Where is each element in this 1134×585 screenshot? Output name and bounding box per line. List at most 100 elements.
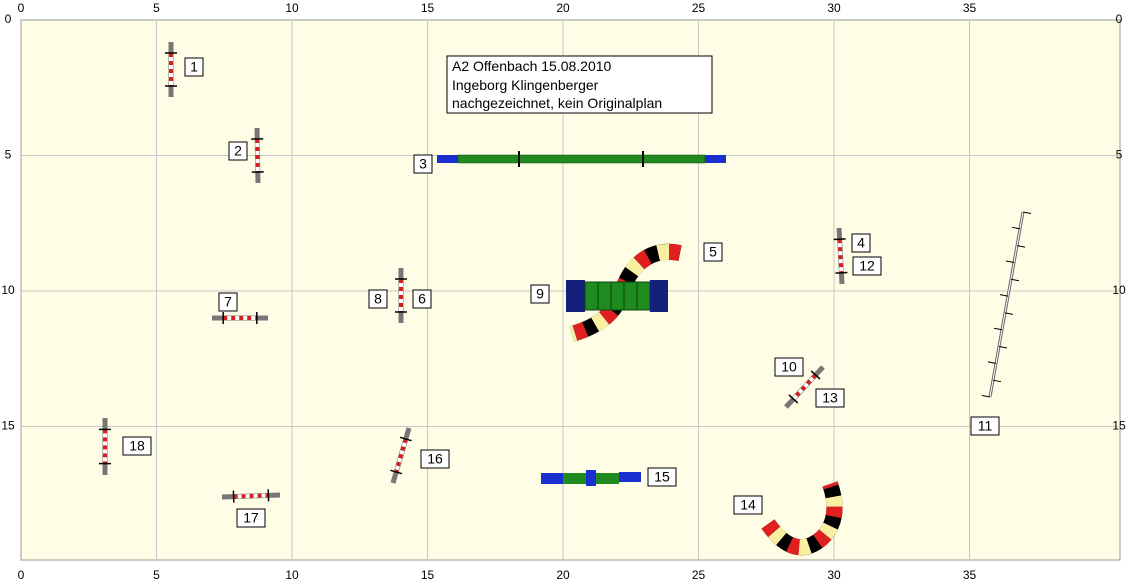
label-frame <box>815 388 845 408</box>
hurdle-wing <box>788 394 799 404</box>
hurdle <box>251 127 264 184</box>
y-tick-label: 15 <box>1 419 15 433</box>
weave-pole <box>993 327 1003 331</box>
weave-pole <box>1011 226 1021 230</box>
hurdle-pole <box>791 373 818 401</box>
hurdle-pole <box>394 438 408 473</box>
x-tick-label: 10 <box>285 568 299 582</box>
label-text: 16 <box>427 451 443 467</box>
label-box: 18 <box>122 436 152 456</box>
x-tick-label: 0 <box>18 1 25 15</box>
label-frame <box>703 242 723 262</box>
hurdle-wing <box>833 238 846 241</box>
seesaw <box>541 470 641 486</box>
x-tick-label: 20 <box>556 568 570 582</box>
label-text: 2 <box>234 143 242 159</box>
label-text: 3 <box>419 156 427 172</box>
x-tick-label: 15 <box>421 1 435 15</box>
label-frame <box>970 416 1000 436</box>
weave-pole <box>981 395 991 398</box>
label-text: 11 <box>978 418 993 434</box>
x-tick-label: 10 <box>285 1 299 15</box>
label-box: 15 <box>647 467 677 487</box>
label-text: 9 <box>536 286 544 302</box>
label-frame <box>368 289 388 309</box>
hurdle <box>833 227 848 285</box>
label-box: 4 <box>851 233 871 253</box>
hurdle <box>390 427 412 484</box>
y-tick-label: 10 <box>1 283 15 297</box>
label-text: 18 <box>129 438 145 454</box>
x-tick-label: 0 <box>18 568 25 582</box>
label-frame <box>218 292 238 312</box>
x-tick-label: 25 <box>692 568 706 582</box>
label-text: 13 <box>822 390 838 406</box>
hurdle-pole <box>255 138 260 173</box>
weave-pole <box>1005 260 1015 263</box>
weave-pole <box>1022 211 1032 214</box>
x-tick-label: 25 <box>692 1 706 15</box>
label-box: 10 <box>774 357 804 377</box>
label-box: 5 <box>703 242 723 262</box>
info-line: nachgezeichnet, kein Originalplan <box>452 95 662 111</box>
hurdle-wing <box>810 370 821 380</box>
x-tick-label: 30 <box>827 1 841 15</box>
x-tick-label: 30 <box>827 568 841 582</box>
label-text: 7 <box>224 294 232 310</box>
label-box: 6 <box>412 289 432 309</box>
label-text: 5 <box>709 244 717 260</box>
hurdle <box>165 42 177 97</box>
label-frame <box>647 467 677 487</box>
label-frame <box>851 233 871 253</box>
label-text: 4 <box>857 235 865 251</box>
label-frame <box>733 495 763 515</box>
y-tick-label: 10 <box>1112 283 1126 297</box>
label-box: 7 <box>218 292 238 312</box>
info-line: Ingeborg Klingenberger <box>452 77 599 93</box>
label-text: 17 <box>243 510 259 526</box>
label-frame <box>774 357 804 377</box>
label-text: 10 <box>781 359 797 375</box>
label-text: 15 <box>654 469 670 485</box>
label-frame <box>420 449 450 469</box>
hurdle <box>221 489 281 503</box>
hurdle-pole <box>837 239 844 273</box>
label-box: 8 <box>368 289 388 309</box>
dogwalk <box>437 151 726 167</box>
label-box: 14 <box>733 495 763 515</box>
hurdle <box>395 268 407 323</box>
weave-pole <box>1010 278 1020 282</box>
label-box: 3 <box>413 154 433 174</box>
label-text: 6 <box>418 291 426 307</box>
x-tick-label: 35 <box>963 1 977 15</box>
label-frame <box>236 508 266 528</box>
label-text: 8 <box>374 291 382 307</box>
tunnel <box>761 481 843 556</box>
y-tick-label: 0 <box>5 12 12 26</box>
label-frame <box>228 141 248 161</box>
info-line: A2 Offenbach 15.08.2010 <box>452 58 612 74</box>
weave-pole <box>992 379 1002 383</box>
label-frame <box>184 57 204 77</box>
hurdle-wing <box>399 436 412 442</box>
chute <box>566 280 668 312</box>
label-box: 12 <box>852 256 882 276</box>
label-box: 11 <box>970 416 1000 436</box>
label-text: 14 <box>740 497 756 513</box>
label-frame <box>852 256 882 276</box>
label-text: 12 <box>859 258 875 274</box>
label-box: 1 <box>184 57 204 77</box>
label-box: 2 <box>228 141 248 161</box>
hurdle-wing <box>390 469 403 475</box>
weave-poles <box>981 211 1032 398</box>
y-tick-label: 5 <box>1116 148 1123 162</box>
label-box: 9 <box>530 284 550 304</box>
weave-pole <box>1016 245 1026 248</box>
hurdle <box>212 312 268 324</box>
hurdle <box>784 365 825 409</box>
label-frame <box>122 436 152 456</box>
label-text: 1 <box>190 59 198 75</box>
x-tick-label: 15 <box>421 568 435 582</box>
weave-pole <box>987 361 997 364</box>
